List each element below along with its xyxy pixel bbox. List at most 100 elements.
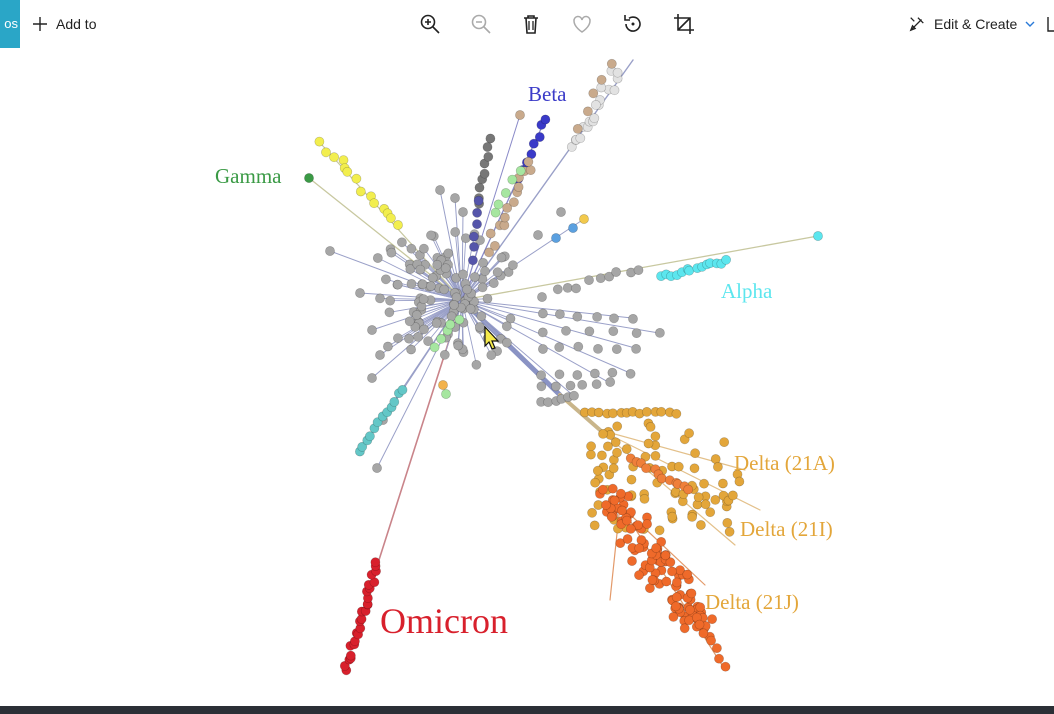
zoom-out-icon[interactable] xyxy=(469,12,493,36)
tan-node xyxy=(572,123,583,134)
yellow-node xyxy=(342,166,353,177)
delta-node xyxy=(645,421,656,432)
app-tab[interactable]: os xyxy=(0,0,20,48)
delta-node xyxy=(650,431,661,442)
delta-node xyxy=(693,492,704,503)
grey-node xyxy=(411,310,422,320)
grey-node xyxy=(572,370,583,380)
grey-node xyxy=(604,271,615,282)
label-delta-21a: Delta (21A) xyxy=(734,451,835,475)
delta-node xyxy=(639,493,650,504)
favorite-icon[interactable] xyxy=(570,12,594,36)
grey-node xyxy=(325,246,335,256)
label-gamma: Gamma xyxy=(215,164,282,188)
green-node xyxy=(507,174,518,185)
delta-node xyxy=(592,465,603,476)
delta-node xyxy=(593,407,604,418)
delta-21j-node xyxy=(671,601,681,612)
delta-node xyxy=(690,448,700,459)
grey-node xyxy=(449,299,459,310)
overflow-icon[interactable] xyxy=(1046,14,1054,34)
grey-node xyxy=(569,390,579,401)
add-to-button[interactable]: Add to xyxy=(32,13,96,35)
tan-node xyxy=(499,212,510,223)
label-delta-21j: Delta (21J) xyxy=(705,590,799,614)
grey-node xyxy=(427,272,438,283)
green-node xyxy=(454,314,465,325)
grey-node xyxy=(537,292,547,302)
delta-21j-node xyxy=(642,519,652,529)
purple-node xyxy=(469,241,479,252)
delta-node xyxy=(597,450,607,461)
delta-21j-node xyxy=(625,524,636,534)
alpha-node xyxy=(813,231,823,241)
tan-node xyxy=(509,197,519,208)
delta-node xyxy=(722,518,733,528)
delta-node xyxy=(713,461,723,472)
zoom-in-icon[interactable] xyxy=(418,12,442,36)
delta-21j-node xyxy=(668,612,679,622)
delta-node xyxy=(718,478,728,489)
grey-node xyxy=(505,313,516,324)
grey-node xyxy=(355,288,365,298)
beta-node xyxy=(540,114,551,125)
crop-icon[interactable] xyxy=(672,12,696,36)
grey-node xyxy=(584,326,595,337)
grey-node xyxy=(482,293,493,304)
gamma-node xyxy=(304,173,314,183)
delta-21j-node xyxy=(667,566,677,577)
orange-node xyxy=(438,380,448,390)
purple-node xyxy=(472,219,482,229)
grey-node xyxy=(367,373,377,383)
yellow-node xyxy=(393,220,403,230)
rotate-icon[interactable] xyxy=(621,12,645,36)
delta-21j-node xyxy=(671,592,682,603)
grey-node xyxy=(458,207,468,217)
delta-21j-node xyxy=(622,515,632,526)
grey-node xyxy=(477,282,488,293)
grey-branch xyxy=(359,292,463,301)
delta-node xyxy=(705,507,716,518)
grey-node xyxy=(571,283,581,294)
delta-21j-node xyxy=(607,483,618,494)
grey-node xyxy=(431,318,442,328)
teal-node xyxy=(357,441,368,452)
yellow-node xyxy=(369,198,379,209)
teal-node xyxy=(364,431,375,442)
delta-21j-node xyxy=(695,602,706,613)
grey-node xyxy=(406,243,417,254)
delta-node xyxy=(728,490,738,501)
delta-21j-node xyxy=(712,643,722,653)
delta-21j-node xyxy=(616,488,626,499)
delta-node xyxy=(641,463,651,474)
light-grey-node xyxy=(612,67,623,78)
tan-branch xyxy=(461,114,521,301)
edit-create-button[interactable]: Edit & Create xyxy=(908,13,1035,35)
purple-node xyxy=(473,195,484,206)
delta-21j-branch xyxy=(619,504,723,666)
grey-node xyxy=(577,379,588,390)
grey-branch xyxy=(461,299,633,319)
grey-node xyxy=(561,325,571,336)
delta-21j-node xyxy=(651,543,661,553)
omicron-node xyxy=(345,650,356,661)
delta-21j-node xyxy=(706,635,716,646)
grey-node xyxy=(501,337,512,348)
delta-21j-node xyxy=(682,569,693,580)
grey-node xyxy=(492,267,503,278)
tan-node xyxy=(606,58,617,69)
delta-21j-node xyxy=(707,614,717,624)
tan-node xyxy=(484,247,494,258)
grey-node xyxy=(536,381,547,392)
delta-node xyxy=(650,450,661,461)
app-tab-label: os xyxy=(4,16,18,31)
edit-create-label: Edit & Create xyxy=(934,16,1018,32)
grey-node xyxy=(631,343,641,354)
yellow-node xyxy=(338,155,349,165)
grey-node xyxy=(573,341,584,352)
purple-node xyxy=(472,207,482,218)
delete-icon[interactable] xyxy=(519,12,543,36)
grey-node xyxy=(536,370,546,381)
delta-node xyxy=(671,408,682,419)
grey-node xyxy=(385,295,395,306)
